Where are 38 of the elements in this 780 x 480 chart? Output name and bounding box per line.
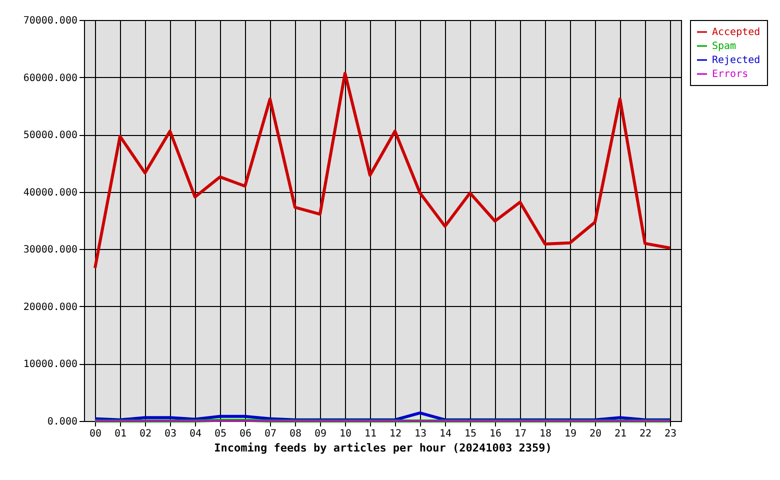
x-tick-label: 01 <box>114 428 127 440</box>
x-tick-label: 16 <box>489 428 502 440</box>
x-tick-label: 14 <box>439 428 452 440</box>
x-tick-label: 00 <box>89 428 102 440</box>
x-tick-label: 20 <box>589 428 602 440</box>
x-tick-label: 18 <box>539 428 552 440</box>
y-tick-label: 0.000 <box>47 416 78 428</box>
x-tick-label: 02 <box>139 428 152 440</box>
x-tick-label: 05 <box>214 428 227 440</box>
x-tick-label: 07 <box>264 428 277 440</box>
legend-label: Accepted <box>712 27 760 38</box>
y-tick-label: 50000.000 <box>23 130 78 142</box>
legend-label: Rejected <box>712 55 760 66</box>
y-tick-label: 70000.000 <box>23 16 78 26</box>
x-tick-label: 22 <box>639 428 652 440</box>
y-tick-label: 10000.000 <box>23 359 78 370</box>
x-tick-label: 12 <box>389 428 402 440</box>
x-tick-label: 19 <box>564 428 577 440</box>
y-tick-label: 30000.000 <box>23 244 78 256</box>
x-tick-label: 17 <box>514 428 527 440</box>
y-tick-label: 40000.000 <box>23 187 78 198</box>
y-tick-label: 60000.000 <box>23 72 78 84</box>
x-tick-label: 21 <box>614 428 627 440</box>
x-tick-label: 03 <box>164 428 177 440</box>
x-tick-label: 10 <box>339 428 352 440</box>
legend-label: Errors <box>712 69 748 80</box>
line-series <box>94 72 672 270</box>
x-tick-label: 11 <box>364 428 377 440</box>
x-tick-label: 06 <box>239 428 252 440</box>
x-axis-title: Incoming feeds by articles per hour (20241003 2359) <box>214 442 552 454</box>
x-tick-label: 23 <box>664 428 677 440</box>
x-tick-label: 04 <box>189 428 202 440</box>
x-tick-label: 15 <box>464 428 477 440</box>
y-tick-label: 20000.000 <box>23 302 78 313</box>
x-tick-label: 09 <box>314 428 327 440</box>
legend-label: Spam <box>712 41 736 52</box>
x-tick-label: 08 <box>289 428 302 440</box>
x-tick-label: 13 <box>414 428 427 440</box>
